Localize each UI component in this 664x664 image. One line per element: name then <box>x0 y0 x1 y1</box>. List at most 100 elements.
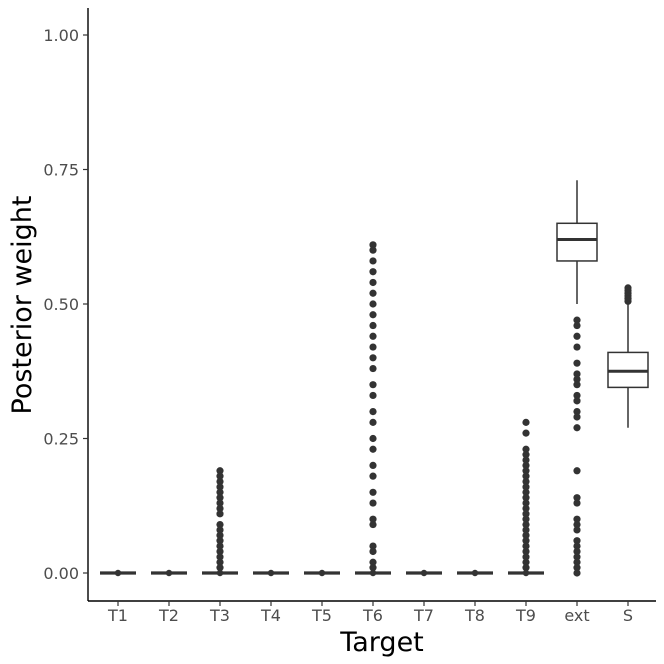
outlier-point <box>369 542 377 550</box>
outlier-point <box>369 547 377 556</box>
outlier-point <box>369 321 377 330</box>
outlier-point <box>369 300 377 308</box>
x-tick-label: T1 <box>107 606 128 625</box>
outlier-point <box>573 408 581 416</box>
x-axis-title: Target <box>339 627 424 658</box>
x-tick-label: S <box>623 606 633 625</box>
y-tick-label: 0.75 <box>43 161 79 180</box>
outlier-point <box>369 564 377 572</box>
outlier-point <box>522 526 530 534</box>
outlier-point <box>216 537 224 545</box>
outlier-point <box>216 531 224 539</box>
outlier-point <box>522 456 530 464</box>
box-group-T7 <box>406 569 442 577</box>
outlier-point <box>573 413 581 421</box>
outlier-point <box>369 289 377 297</box>
outlier-point <box>573 499 581 507</box>
outlier-point <box>522 483 530 491</box>
plot-area <box>100 180 649 577</box>
outlier-point <box>216 477 224 486</box>
outlier-point <box>573 520 581 529</box>
outlier-point <box>573 526 581 534</box>
outlier-point <box>369 257 377 265</box>
outlier-point <box>369 391 377 400</box>
outlier-point <box>369 520 377 529</box>
y-axis-title: Posterior weight <box>7 196 38 415</box>
outlier-point <box>522 429 530 437</box>
x-tick-label: ext <box>564 606 589 625</box>
outlier-point <box>216 510 224 518</box>
y-tick-label: 0.25 <box>43 430 79 449</box>
outlier-point <box>522 418 530 426</box>
outlier-point <box>216 542 224 550</box>
outlier-point <box>267 569 275 577</box>
outlier-point <box>573 547 581 556</box>
outlier-point <box>522 488 530 496</box>
outlier-point <box>573 537 581 545</box>
outlier-point <box>573 397 581 405</box>
outlier-point <box>522 537 530 545</box>
outlier-point <box>216 564 224 572</box>
outlier-point <box>216 467 224 475</box>
outlier-point <box>369 515 377 523</box>
outlier-point <box>216 499 224 507</box>
outlier-point <box>369 461 377 469</box>
outlier-point <box>522 542 530 550</box>
x-tick-label: T3 <box>209 606 230 625</box>
outlier-point <box>522 553 530 561</box>
x-tick-label: T9 <box>515 606 536 625</box>
outlier-point <box>522 547 530 556</box>
outlier-point <box>420 569 428 577</box>
outlier-point <box>522 569 530 577</box>
outlier-point <box>573 424 581 432</box>
outlier-point <box>216 504 224 513</box>
outlier-point <box>369 488 377 496</box>
outlier-point <box>369 569 377 577</box>
outlier-point <box>573 542 581 550</box>
outlier-point <box>573 316 581 324</box>
outlier-point <box>573 343 581 351</box>
outlier-point <box>369 445 377 453</box>
outlier-point <box>369 434 377 443</box>
outlier-point <box>216 494 224 502</box>
outlier-point <box>522 520 530 529</box>
outlier-point <box>522 467 530 475</box>
outlier-point <box>573 359 581 367</box>
outlier-point <box>522 494 530 502</box>
outlier-point <box>216 483 224 491</box>
outlier-point <box>573 564 581 572</box>
outlier-point <box>573 370 581 378</box>
outlier-point <box>522 472 530 480</box>
box-group-T8 <box>457 569 493 577</box>
outlier-point <box>369 241 377 249</box>
outlier-point <box>216 569 224 577</box>
x-tick-label: T8 <box>464 606 485 625</box>
outlier-point <box>624 297 632 305</box>
outlier-point <box>573 375 581 383</box>
outlier-point <box>471 569 479 577</box>
outlier-point <box>369 246 377 254</box>
x-tick-label: T4 <box>260 606 281 625</box>
x-tick-label: T5 <box>311 606 332 625</box>
box-group-ext <box>556 180 598 577</box>
outlier-point <box>522 445 530 453</box>
outlier-point <box>573 558 581 566</box>
outlier-point <box>165 569 173 577</box>
outlier-point <box>522 515 530 523</box>
box-group-T6 <box>355 241 391 577</box>
outlier-point <box>318 569 326 577</box>
box-group-T5 <box>304 569 340 577</box>
box-body <box>556 222 598 262</box>
outlier-point <box>573 391 581 400</box>
outlier-point <box>522 564 530 572</box>
tick-marks: 0.00 0.25 0.50 0.75 1.00 T1 T2 T3 T4 T5 T6 T7 T8 T9 ex… <box>43 26 633 625</box>
box-group-T1 <box>100 569 136 577</box>
y-tick-label: 0.50 <box>43 295 79 314</box>
outlier-point <box>573 553 581 561</box>
outlier-point <box>369 364 377 373</box>
outlier-point <box>369 332 377 340</box>
outlier-point <box>216 547 224 556</box>
outlier-point <box>216 520 224 529</box>
outlier-point <box>114 569 122 577</box>
